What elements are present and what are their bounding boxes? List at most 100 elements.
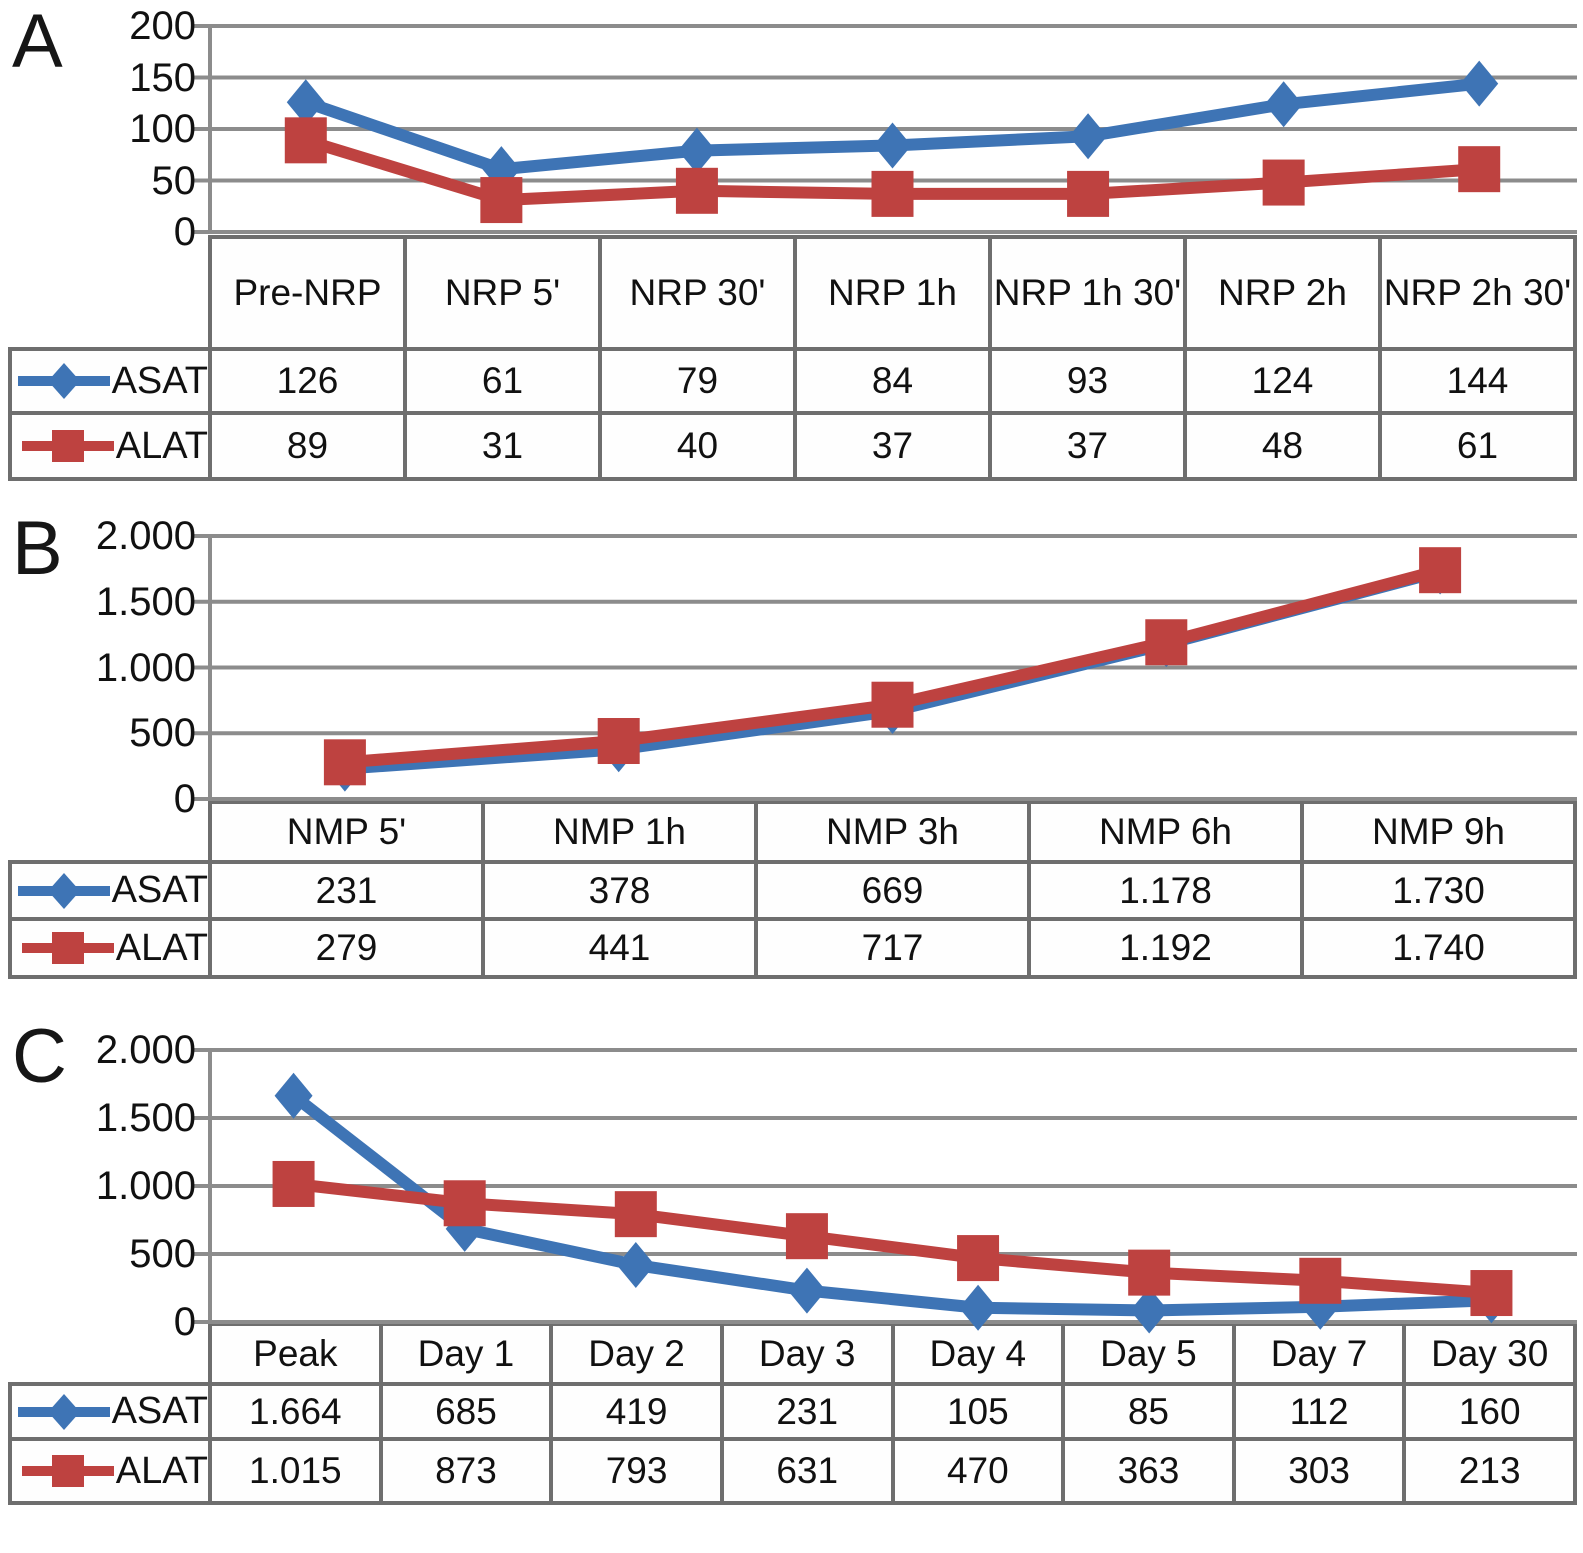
category-header: Day 1: [378, 1322, 554, 1386]
series-name: ASAT: [111, 359, 208, 402]
value-cell: 124: [1183, 347, 1382, 415]
y-tick-label: 1.500: [95, 579, 196, 624]
category-header-row: NMP 5' NMP 1h NMP 3h NMP 6h NMP 9h: [10, 800, 1577, 864]
category-header: NMP 5': [208, 800, 485, 864]
panel-a-data-table: Pre-NRP NRP 5' NRP 30' NRP 1h NRP 1h 30' NRP …: [8, 235, 1577, 481]
value-cell: 303: [1231, 1437, 1407, 1505]
y-tick-label: 200: [129, 4, 196, 48]
value-cell: 231: [719, 1382, 895, 1441]
category-header: Day 4: [890, 1322, 1066, 1386]
category-header: NRP 5': [403, 235, 602, 351]
y-tick-label: 2.000: [95, 514, 196, 558]
value-cell: 378: [481, 860, 758, 921]
legend-square-icon: [21, 1455, 114, 1487]
panel-b-data-table: NMP 5' NMP 1h NMP 3h NMP 6h NMP 9h ASAT 231 378…: [8, 800, 1577, 979]
asat-marker-diamond-icon: [445, 1205, 484, 1252]
category-header: NRP 30': [598, 235, 797, 351]
legend-cell-asat: ASAT: [8, 347, 212, 415]
value-cell: 126: [208, 347, 407, 415]
alat-marker-square-icon: [323, 739, 366, 786]
legend-key-group: ALAT: [12, 926, 208, 970]
value-cell: 40: [598, 411, 797, 481]
panel-b-y-axis: 2.000 1.500 1.000 500 0: [8, 497, 208, 821]
value-cell: 1.015: [208, 1437, 383, 1505]
asat-marker-diamond-icon: [616, 1242, 655, 1289]
value-cell: 84: [793, 347, 992, 415]
value-cell: 105: [890, 1382, 1066, 1441]
value-cell: 79: [598, 347, 797, 415]
panel-c-label: C: [12, 1014, 67, 1099]
asat-marker-diamond-icon: [1264, 81, 1303, 128]
legend-square-icon: [21, 430, 114, 462]
y-tick-label: 150: [129, 55, 196, 100]
alat-marker-square-icon: [480, 177, 523, 224]
panel-a-chart-area: 200 150 100 50 0: [8, 2, 1577, 254]
value-cell: 631: [719, 1437, 895, 1505]
panel-c-y-axis: 2.000 1.500 1.000 500 0: [8, 1015, 208, 1344]
value-cell: 419: [549, 1382, 724, 1441]
alat-marker-square-icon: [871, 170, 914, 217]
alat-marker-square-icon: [614, 1191, 657, 1238]
asat-marker-diamond-icon: [677, 127, 716, 174]
y-tick-label: 1.000: [95, 645, 196, 690]
value-cell: 1.730: [1300, 860, 1577, 921]
y-tick-label: 500: [129, 711, 196, 756]
asat-marker-diamond-icon: [286, 79, 325, 126]
value-cell: 48: [1183, 411, 1382, 481]
legend-diamond-icon: [17, 1393, 110, 1430]
category-header: Day 5: [1061, 1322, 1236, 1386]
category-header: NMP 6h: [1027, 800, 1304, 864]
y-tick-label: 100: [129, 107, 196, 151]
legend-cell-asat: ASAT: [8, 1382, 212, 1441]
asat-marker-diamond-icon: [959, 1284, 998, 1331]
value-cell: 873: [378, 1437, 554, 1505]
legend-cell-alat: ALAT: [8, 917, 212, 979]
series-row-alat: ALAT 279 441 717 1.192 1.740: [8, 917, 1577, 979]
y-tick-label: 50: [151, 158, 197, 203]
series-row-asat: ASAT 1.664 685 419 231 105 85 112 160: [8, 1382, 1577, 1441]
panel-a-line-plot: [194, 24, 1577, 234]
value-cell: 669: [754, 860, 1031, 921]
alat-marker-square-icon: [1145, 619, 1188, 666]
alat-marker-square-icon: [957, 1235, 1000, 1282]
category-header: NRP 2h 30': [1378, 235, 1577, 351]
y-tick-label: 0: [173, 1300, 196, 1344]
y-tick-label: 0: [173, 210, 196, 254]
panel-a-y-axis: 200 150 100 50 0: [8, 2, 208, 254]
category-header: NMP 9h: [1300, 800, 1577, 864]
panel-c-chart-area: 2.000 1.500 1.000 500 0: [8, 1015, 1577, 1344]
category-header-row: Pre-NRP NRP 5' NRP 30' NRP 1h NRP 1h 30' NRP …: [10, 235, 1577, 351]
asat-marker-diamond-icon: [274, 1072, 313, 1119]
series-name: ASAT: [111, 869, 208, 911]
alat-marker-square-icon: [284, 117, 327, 164]
value-cell: 85: [1061, 1382, 1236, 1441]
value-cell: 279: [208, 917, 485, 979]
value-cell: 1.740: [1300, 917, 1577, 979]
panel-b-line-plot: [194, 534, 1577, 801]
value-cell: 37: [988, 411, 1187, 481]
category-header: NRP 2h: [1183, 235, 1382, 351]
category-header: Day 2: [549, 1322, 724, 1386]
series-row-asat: ASAT 126 61 79 84 93 124 144: [8, 347, 1577, 415]
alat-marker-square-icon: [1419, 547, 1462, 594]
category-header: Peak: [208, 1322, 383, 1386]
legend-key-group: ASAT: [12, 869, 208, 913]
alat-marker-square-icon: [1458, 146, 1501, 193]
value-cell: 144: [1378, 347, 1577, 415]
y-tick-label: 0: [173, 777, 196, 821]
value-cell: 112: [1231, 1382, 1407, 1441]
alat-marker-square-icon: [1299, 1257, 1342, 1304]
asat-marker-diamond-icon: [1069, 113, 1108, 160]
y-tick-label: 1.500: [95, 1096, 196, 1140]
value-cell: 61: [1378, 411, 1577, 481]
alat-marker-square-icon: [871, 681, 914, 728]
series-row-alat: ALAT 89 31 40 37 37 48 61: [8, 411, 1577, 481]
panel-b: B 2.000 1.500 1.000 500 0 NMP 5' NMP 1h NMP 3h…: [8, 497, 1577, 979]
category-header: Day 7: [1231, 1322, 1407, 1386]
value-cell: 61: [403, 347, 602, 415]
alat-marker-square-icon: [1067, 170, 1110, 217]
legend-key-group: ALAT: [12, 1449, 208, 1493]
series-name: ASAT: [111, 1390, 208, 1432]
value-cell: 1.664: [208, 1382, 383, 1441]
category-header: NRP 1h 30': [988, 235, 1187, 351]
